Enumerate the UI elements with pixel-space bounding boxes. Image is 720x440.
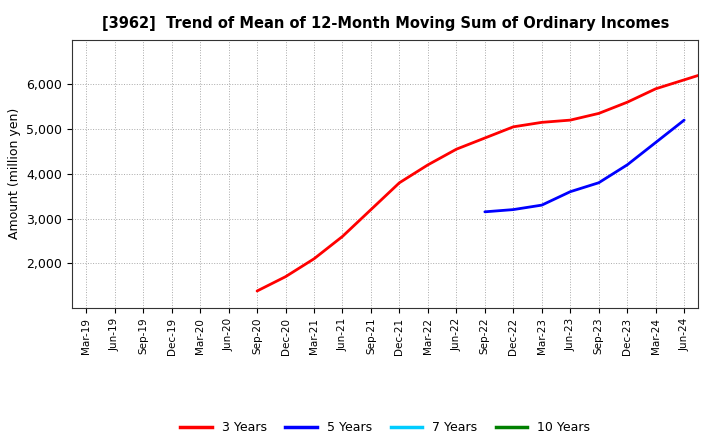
Legend: 3 Years, 5 Years, 7 Years, 10 Years: 3 Years, 5 Years, 7 Years, 10 Years (176, 416, 595, 439)
Title: [3962]  Trend of Mean of 12-Month Moving Sum of Ordinary Incomes: [3962] Trend of Mean of 12-Month Moving … (102, 16, 669, 32)
Y-axis label: Amount (million yen): Amount (million yen) (8, 108, 21, 239)
